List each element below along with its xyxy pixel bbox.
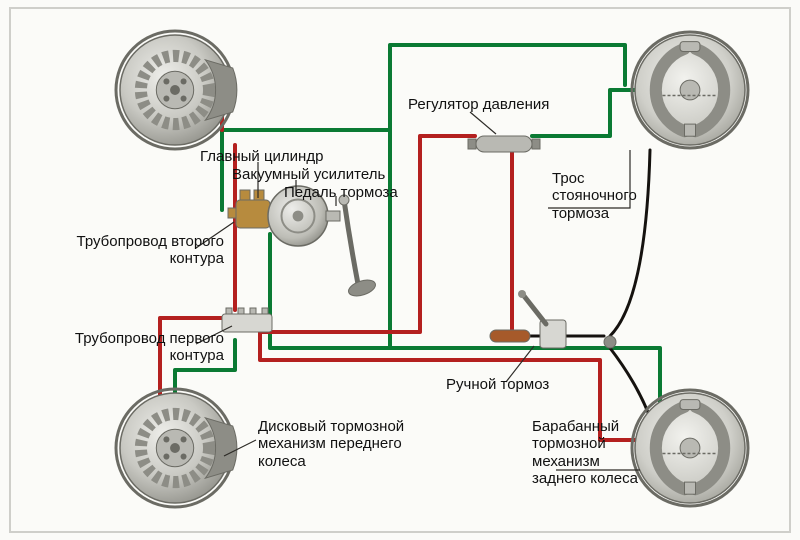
pressure-regulator	[468, 136, 540, 152]
label-parkbrake-cable: Трос стояночного тормоза	[552, 170, 732, 222]
handbrake-lever	[490, 290, 616, 348]
label-brake-pedal: Педаль тормоза	[284, 184, 484, 201]
master-cylinder	[228, 190, 270, 228]
front-left-disc-brake	[116, 31, 237, 149]
label-vacuum-booster: Вакуумный усилитель	[232, 166, 452, 183]
label-master-cylinder: Главный цилиндр	[200, 148, 400, 165]
label-pressure-regulator: Регулятор давления	[408, 96, 608, 113]
label-pipe-circuit2: Трубопровод второго контура	[14, 233, 224, 268]
label-front-disc: Дисковый тормозной механизм переднего ко…	[258, 418, 478, 470]
label-rear-drum: Барабанный тормозной механизм заднего ко…	[532, 418, 672, 487]
label-pipe-circuit1: Трубопровод первого контура	[14, 330, 224, 365]
rear-left-drum-brake	[632, 32, 748, 148]
front-right-disc-brake	[116, 389, 237, 507]
distribution-block	[222, 308, 272, 332]
brake-pedal	[339, 195, 377, 299]
label-handbrake: Ручной тормоз	[446, 376, 606, 393]
